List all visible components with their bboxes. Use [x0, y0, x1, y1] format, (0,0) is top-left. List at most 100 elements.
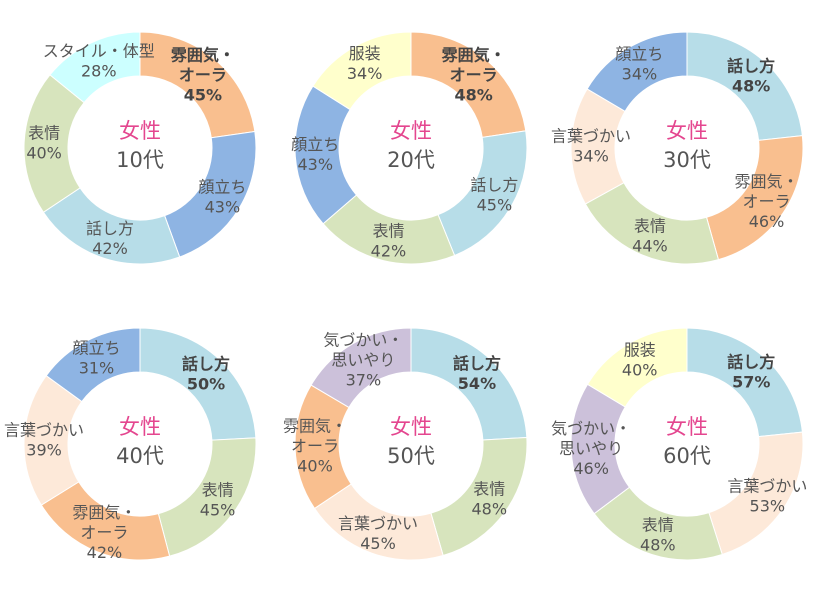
slice-label: 雰囲気・オーラ 46%: [735, 171, 799, 230]
slice-labels: 雰囲気・オーラ 48% 話し方 45% 表情 42% 顔立ち 43% 服装 34%: [291, 43, 518, 259]
donut-chart-40代: 話し方 50% 表情 45% 雰囲気・オーラ 42% 言葉づかい 39% 顔立ち 31% 女性 40代: [4, 327, 257, 562]
slice-label: 雰囲気・オーラ 48%: [442, 45, 506, 104]
slice-label-text: 服装: [624, 340, 656, 359]
slice-label-text: 雰囲気・: [72, 503, 136, 522]
slice-label-text: 話し方: [182, 354, 230, 373]
slice-value-text: 40%: [622, 360, 658, 379]
slice-label-text: 顔立ち: [198, 177, 246, 196]
slice-value-text: 42%: [371, 241, 407, 260]
slice-value-text: 34%: [622, 64, 658, 83]
slice-label: 話し方 50%: [182, 354, 230, 393]
slice-label-text: 服装: [349, 43, 381, 62]
slice-label-text: 表情: [634, 216, 666, 235]
center-gender-label: 女性: [119, 119, 161, 143]
slice-value-text: 45%: [477, 195, 513, 214]
donut-chart-50代: 話し方 54% 表情 48% 言葉づかい 45% 雰囲気・オーラ 40% 気づかい・思いやり 37…: [283, 327, 528, 561]
slice-label-text: 思いやり: [559, 438, 623, 457]
slice-value-text: 46%: [573, 458, 609, 477]
slice-label: 気づかい・思いやり 37%: [323, 330, 403, 389]
slice-label-text: 言葉づかい: [4, 420, 84, 439]
slice-label: 顔立ち 31%: [72, 338, 120, 377]
slice-label: 話し方 57%: [727, 352, 775, 391]
slice-label-text: 表情: [28, 123, 60, 142]
donut-chart-10代: 雰囲気・オーラ 45% 顔立ち 43% 話し方 42% 表情 40% スタイル・体型 28% 女性 1…: [23, 31, 257, 265]
slice-label: 言葉づかい 39%: [4, 420, 84, 459]
slice-label-text: 気づかい・: [551, 418, 631, 437]
slice-labels: 話し方 54% 表情 48% 言葉づかい 45% 雰囲気・オーラ 40% 気づかい・思いやり 37…: [283, 330, 507, 553]
donut-slice: [45, 327, 141, 403]
center-gender-label: 女性: [666, 119, 708, 143]
center-gender-label: 女性: [119, 415, 161, 439]
slice-value-text: 37%: [346, 370, 382, 389]
slice-label: 言葉づかい 53%: [727, 476, 807, 515]
slice-label-text: 話し方: [727, 56, 775, 75]
slice-label: 表情 44%: [632, 216, 668, 255]
slice-value-text: 50%: [187, 374, 225, 393]
slice-label: 雰囲気・オーラ 40%: [283, 416, 347, 475]
slice-value-text: 45%: [360, 534, 396, 553]
slice-label-text: 話し方: [470, 175, 518, 194]
slice-value-text: 40%: [26, 143, 62, 162]
slice-label: スタイル・体型 28%: [43, 41, 155, 80]
slice-value-text: 46%: [749, 211, 785, 230]
slice-value-text: 43%: [297, 155, 333, 174]
slice-label-text: 雰囲気・: [735, 171, 799, 190]
slice-label: 言葉づかい 34%: [551, 126, 631, 165]
slice-label-text: 思いやり: [331, 350, 395, 369]
slice-label: 言葉づかい 45%: [338, 514, 418, 553]
slice-label: 雰囲気・オーラ 42%: [72, 503, 136, 562]
center-age-label: 40代: [116, 444, 164, 468]
slice-value-text: 44%: [632, 236, 668, 255]
slice-label: 顔立ち 43%: [291, 135, 339, 174]
slice-label-text: 言葉づかい: [338, 514, 418, 533]
slice-label-text: スタイル・体型: [43, 41, 155, 60]
slice-value-text: 45%: [184, 85, 222, 104]
slice-label: 顔立ち 43%: [198, 177, 246, 216]
slice-label: 話し方 42%: [86, 219, 134, 258]
slice-value-text: 48%: [732, 76, 770, 95]
slice-value-text: 57%: [732, 372, 770, 391]
donut-chart-20代: 雰囲気・オーラ 48% 話し方 45% 表情 42% 顔立ち 43% 服装 34% 女性 20代: [291, 31, 528, 265]
slice-labels: 話し方 57% 言葉づかい 53% 表情 48% 気づかい・思いやり 46% 服装 40%: [551, 340, 807, 554]
donut-chart-60代: 話し方 57% 言葉づかい 53% 表情 48% 気づかい・思いやり 46% 服装 40% 女性 60…: [551, 327, 807, 561]
center-age-label: 50代: [387, 444, 435, 468]
slice-labels: 話し方 50% 表情 45% 雰囲気・オーラ 42% 言葉づかい 39% 顔立ち 31%: [4, 338, 235, 562]
slice-label-text: 顔立ち: [291, 135, 339, 154]
slice-label-text: オーラ: [291, 436, 339, 455]
slice-labels: 話し方 48%雰囲気・オーラ 46%表情 44%言葉づかい 34%顔立ち 34%: [551, 44, 799, 255]
slice-value-text: 53%: [750, 496, 786, 515]
donut-slice: [586, 31, 688, 113]
slice-label: 顔立ち 34%: [615, 44, 663, 83]
slice-label: 話し方 48%: [727, 56, 775, 95]
slice-label-text: 表情: [642, 515, 674, 534]
slice-label-text: 顔立ち: [615, 44, 663, 63]
center-age-label: 10代: [116, 148, 164, 172]
slice-label: 表情 45%: [200, 480, 236, 519]
slice-label: 表情 48%: [640, 515, 676, 554]
center-age-label: 30代: [663, 148, 711, 172]
slice-label-text: 話し方: [86, 219, 134, 238]
center-gender-label: 女性: [390, 415, 432, 439]
slice-label: 服装 34%: [347, 43, 383, 82]
slice-value-text: 45%: [200, 500, 236, 519]
slice-value-text: 40%: [297, 456, 333, 475]
slice-label-text: 顔立ち: [72, 338, 120, 357]
slice-value-text: 48%: [640, 535, 676, 554]
slice-value-text: 34%: [347, 63, 383, 82]
slice-label: 話し方 45%: [470, 175, 518, 214]
slice-labels: 雰囲気・オーラ 45% 顔立ち 43% 話し方 42% 表情 40% スタイル・体型 28%: [26, 41, 246, 258]
center-age-label: 20代: [387, 148, 435, 172]
slice-label-text: 雰囲気・: [171, 45, 235, 64]
slice-label-text: 雰囲気・: [442, 45, 506, 64]
slice-value-text: 48%: [455, 85, 493, 104]
slice-label: 気づかい・思いやり 46%: [551, 418, 631, 477]
donut-slice: [586, 327, 688, 408]
slice-value-text: 34%: [573, 146, 609, 165]
slice-label-text: 表情: [473, 479, 505, 498]
slice-value-text: 39%: [26, 440, 62, 459]
center-gender-label: 女性: [390, 119, 432, 143]
slice-label-text: 表情: [202, 480, 234, 499]
slice-label-text: オーラ: [179, 65, 227, 84]
